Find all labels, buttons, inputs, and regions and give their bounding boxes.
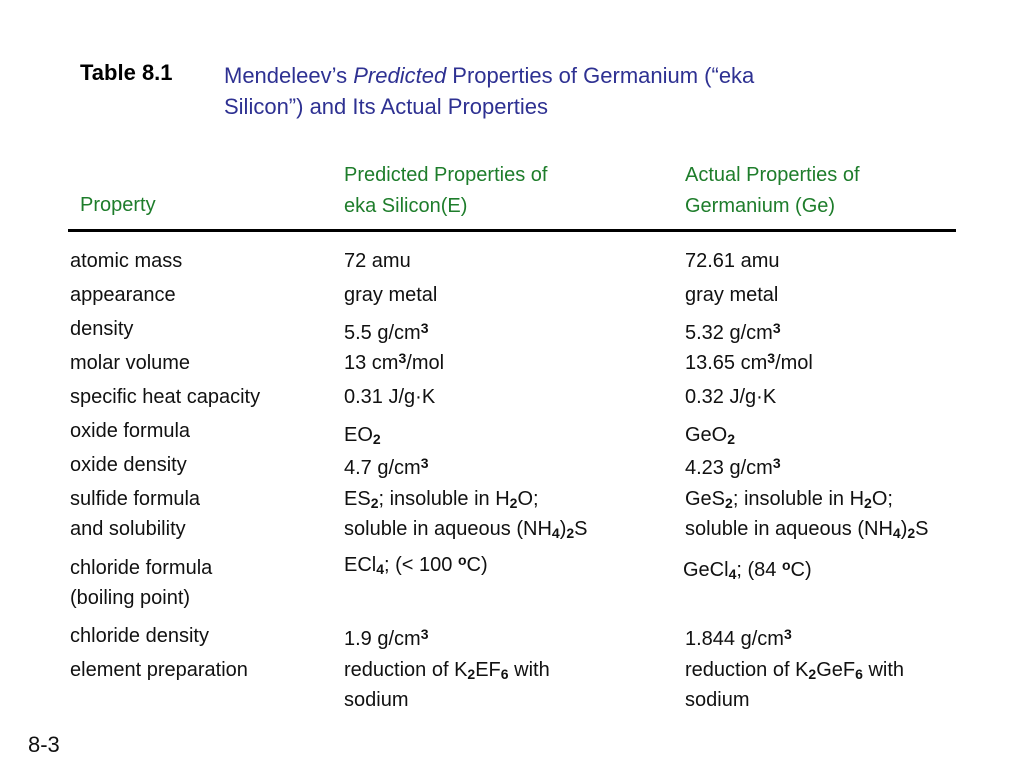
predicted-specific-heat: 0.31 J/g·K	[344, 386, 436, 408]
header-property: Property	[80, 194, 156, 216]
property-sulfide: sulfide formula and solubility	[70, 488, 201, 540]
predicted-atomic-mass: 72 amu	[344, 250, 411, 272]
table-title: Mendeleev’s Predicted Properties of Germ…	[224, 60, 754, 122]
predicted-density: 5.5 g/cm3	[344, 320, 429, 344]
actual-molar-volume: 13.65 cm3/mol	[685, 350, 813, 374]
page-number: 8-3	[28, 732, 60, 757]
header-rule	[68, 229, 956, 232]
property-appearance: appearance	[70, 284, 176, 306]
property-oxide-formula: oxide formula	[70, 420, 191, 442]
actual-oxide-density: 4.23 g/cm3	[685, 455, 781, 479]
predicted-oxide-formula: EO2	[344, 424, 381, 447]
predicted-chloride-density: 1.9 g/cm3	[344, 626, 429, 650]
predicted-appearance: gray metal	[344, 284, 438, 306]
actual-sulfide: GeS2; insoluble in H2O; soluble in aqueo…	[685, 488, 929, 541]
predicted-sulfide: ES2; insoluble in H2O; soluble in aqueou…	[344, 488, 588, 541]
actual-density: 5.32 g/cm3	[685, 320, 781, 344]
property-chloride-formula: chloride formula (boiling point)	[70, 557, 213, 609]
actual-element-prep: reduction of K2GeF6 with sodium	[685, 659, 905, 711]
actual-chloride-formula: GeCl4; (84 oC)	[683, 557, 812, 582]
predicted-chloride-formula: ECl4; (< 100 oC)	[344, 552, 488, 577]
property-atomic-mass: atomic mass	[70, 250, 183, 272]
predicted-element-prep: reduction of K2EF6 with sodium	[344, 659, 550, 711]
title-line-2: Silicon”) and Its Actual Properties	[224, 94, 549, 119]
property-oxide-density: oxide density	[70, 454, 187, 476]
header-actual: Actual Properties of Germanium (Ge)	[685, 164, 860, 217]
actual-chloride-density: 1.844 g/cm3	[685, 626, 792, 650]
actual-specific-heat: 0.32 J/g·K	[685, 386, 777, 408]
table-label: Table 8.1	[80, 60, 173, 85]
property-chloride-density: chloride density	[70, 625, 209, 647]
actual-atomic-mass: 72.61 amu	[685, 250, 780, 272]
header-predicted: Predicted Properties of eka Silicon(E)	[344, 164, 548, 217]
property-element-prep: element preparation	[70, 659, 248, 681]
property-specific-heat: specific heat capacity	[70, 386, 261, 408]
actual-oxide-formula: GeO2	[685, 424, 736, 447]
predicted-oxide-density: 4.7 g/cm3	[344, 455, 429, 479]
property-molar-volume: molar volume	[70, 352, 191, 374]
predicted-molar-volume: 13 cm3/mol	[344, 350, 445, 374]
title-line-1: Mendeleev’s Predicted Properties of Germ…	[224, 63, 755, 88]
actual-appearance: gray metal	[685, 284, 779, 306]
property-density: density	[70, 318, 134, 340]
